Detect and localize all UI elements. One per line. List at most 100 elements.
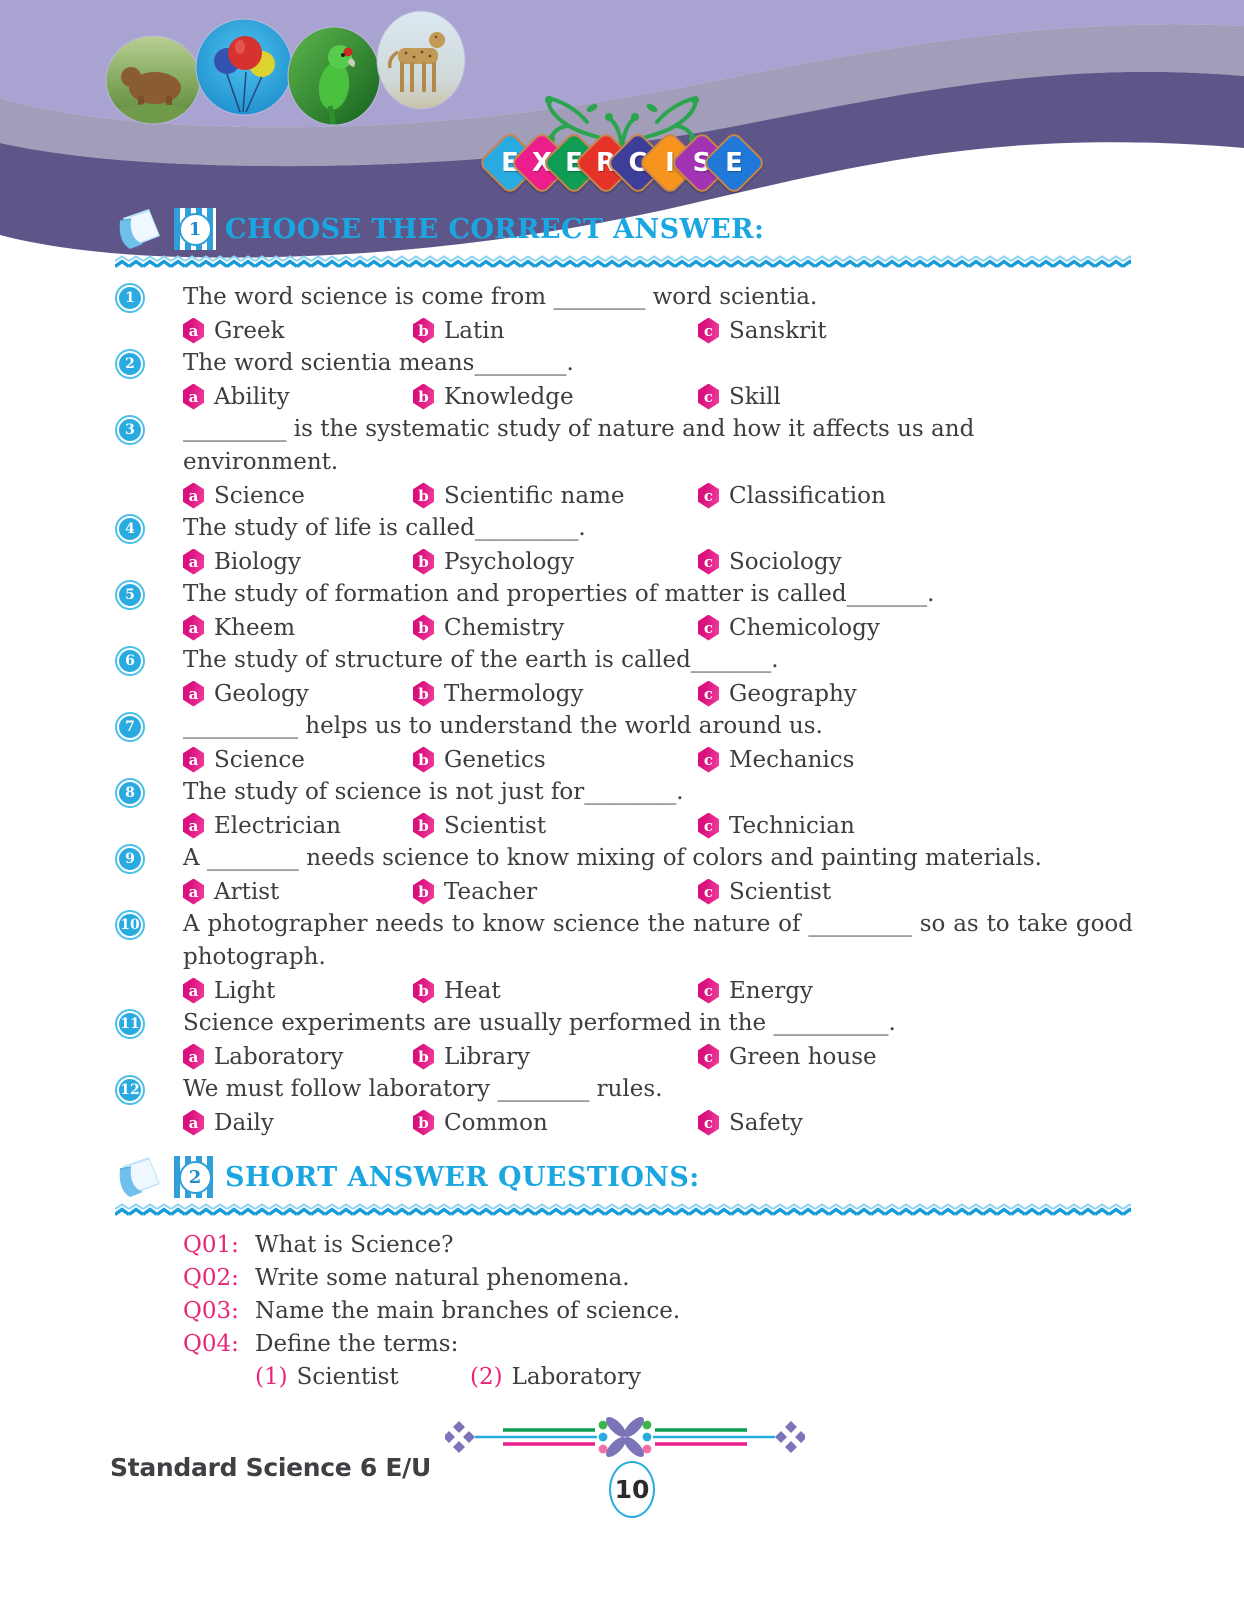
option-label: Safety — [729, 1109, 803, 1136]
question-text: __________ helps us to understand the wo… — [183, 713, 823, 739]
option-label: Geology — [214, 680, 309, 707]
option-a: a Greek — [183, 317, 413, 344]
question-text: The study of life is called_________. — [183, 515, 586, 541]
option-letter-badge: c — [698, 812, 719, 839]
question-text: Name the main branches of science. — [255, 1298, 681, 1324]
subitem-number: (1) — [255, 1364, 288, 1390]
cheetah-photo — [376, 10, 466, 110]
question-number-badge: 8 — [115, 778, 145, 808]
option-label: Genetics — [444, 746, 546, 773]
question-number-badge: 2 — [115, 349, 145, 379]
option-letter-badge: b — [413, 548, 434, 575]
option-label: Latin — [444, 317, 505, 344]
option-label: Scientific name — [444, 482, 625, 509]
footer-waves-graphic — [0, 1440, 1244, 1600]
question-number-badge: 6 — [115, 646, 145, 676]
option-letter-badge: b — [413, 317, 434, 344]
subitem: (2) Laboratory — [470, 1361, 685, 1394]
option-letter-badge: b — [413, 383, 434, 410]
option-label: Heat — [444, 977, 501, 1004]
option-b: b Scientific name — [413, 482, 698, 509]
option-b: b Teacher — [413, 878, 698, 905]
option-label: Thermology — [444, 680, 584, 707]
question-number-badge: 9 — [115, 844, 145, 874]
option-c: c Scientist — [698, 878, 1135, 905]
short-answer-list: Q01: What is Science? Q02: Write some na… — [183, 1229, 1135, 1394]
question-number-badge: 11 — [115, 1009, 145, 1039]
question-text: _________ is the systematic study of nat… — [183, 416, 975, 475]
option-a: a Science — [183, 482, 413, 509]
balloons-photo — [195, 18, 293, 116]
mcq-list: 1 The word science is come from ________ … — [115, 281, 1135, 1139]
book-title: Standard Science 6 E/U — [110, 1453, 431, 1482]
option-letter-badge: a — [183, 383, 204, 410]
option-c: c Technician — [698, 812, 1135, 839]
section-number-badge: 1 — [174, 208, 216, 250]
option-letter-badge: a — [183, 548, 204, 575]
option-letter-badge: b — [413, 1109, 434, 1136]
option-letter-badge: b — [413, 1043, 434, 1070]
option-a: a Daily — [183, 1109, 413, 1136]
option-label: Ability — [214, 383, 290, 410]
option-letter-badge: c — [698, 680, 719, 707]
option-label: Science — [214, 746, 305, 773]
option-letter-badge: c — [698, 383, 719, 410]
option-label: Biology — [214, 548, 302, 575]
option-a: a Science — [183, 746, 413, 773]
section-number: 1 — [178, 212, 212, 246]
option-label: Chemicology — [729, 614, 880, 641]
page-content: 1 CHOOSE THE CORRECT ANSWER: 1 The word s… — [115, 205, 1135, 1464]
option-letter-badge: c — [698, 1043, 719, 1070]
short-answer-item: Q01: What is Science? — [183, 1229, 1135, 1262]
question-text: The word scientia means________. — [183, 350, 574, 376]
question-label: Q03: — [183, 1298, 239, 1324]
book-icon — [119, 1157, 160, 1197]
option-a: a Electrician — [183, 812, 413, 839]
question-label: Q04: — [183, 1331, 239, 1357]
option-letter-badge: c — [698, 878, 719, 905]
mcq-question: 1 The word science is come from ________ … — [115, 281, 1135, 347]
mcq-question: 4 The study of life is called_________. a… — [115, 512, 1135, 578]
option-b: b Heat — [413, 977, 698, 1004]
flourish-icon — [545, 96, 699, 148]
question-number-badge: 4 — [115, 514, 145, 544]
question-text: A photographer needs to know science the… — [183, 911, 1133, 970]
question-number-badge: 7 — [115, 712, 145, 742]
option-letter-badge: a — [183, 680, 204, 707]
option-c: c Skill — [698, 383, 1135, 410]
short-answer-item: Q03: Name the main branches of science. — [183, 1295, 1135, 1328]
question-text: A ________ needs science to know mixing … — [183, 845, 1042, 871]
bear-photo — [105, 35, 201, 125]
option-b: b Psychology — [413, 548, 698, 575]
option-b: b Thermology — [413, 680, 698, 707]
question-text: We must follow laboratory ________ rules… — [183, 1076, 663, 1102]
option-label: Teacher — [444, 878, 538, 905]
option-b: b Chemistry — [413, 614, 698, 641]
option-label: Scientist — [444, 812, 547, 839]
option-label: Scientist — [729, 878, 832, 905]
mcq-question: 11 Science experiments are usually perfor… — [115, 1007, 1135, 1073]
option-b: b Latin — [413, 317, 698, 344]
section-1-header: 1 CHOOSE THE CORRECT ANSWER: — [115, 205, 1135, 253]
question-text: Science experiments are usually performe… — [183, 1010, 896, 1036]
option-c: c Mechanics — [698, 746, 1135, 773]
option-letter-badge: a — [183, 482, 204, 509]
question-text: Write some natural phenomena. — [255, 1265, 630, 1291]
short-answer-item: Q02: Write some natural phenomena. — [183, 1262, 1135, 1295]
option-label: Library — [444, 1043, 531, 1070]
option-c: c Geography — [698, 680, 1135, 707]
mcq-question: 9 A ________ needs science to know mixing… — [115, 842, 1135, 908]
option-a: a Geology — [183, 680, 413, 707]
option-letter-badge: b — [413, 614, 434, 641]
option-b: b Genetics — [413, 746, 698, 773]
question-label: Q02: — [183, 1265, 239, 1291]
mcq-question: 6 The study of structure of the earth is … — [115, 644, 1135, 710]
subitem-text: Scientist — [296, 1364, 399, 1390]
option-letter-badge: c — [698, 614, 719, 641]
option-b: b Library — [413, 1043, 698, 1070]
question-number-badge: 10 — [115, 910, 145, 940]
option-label: Light — [214, 977, 276, 1004]
subitem-number: (2) — [470, 1364, 503, 1390]
